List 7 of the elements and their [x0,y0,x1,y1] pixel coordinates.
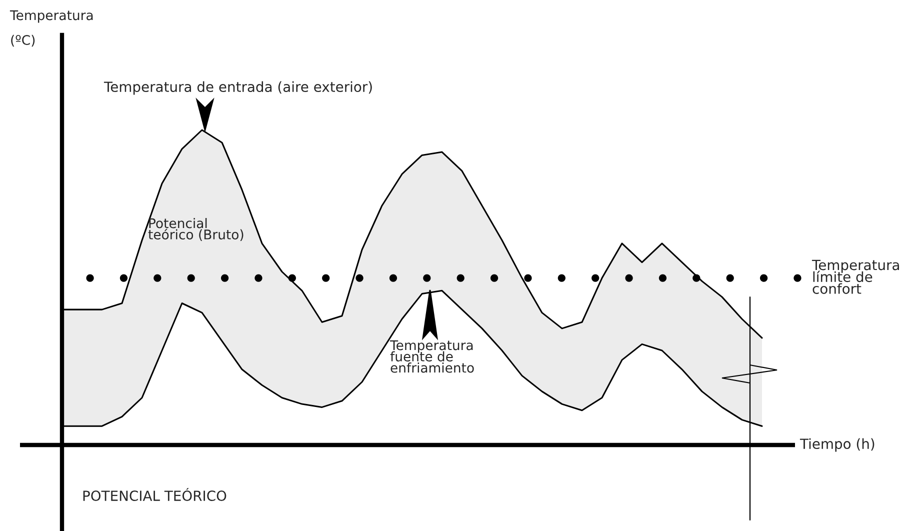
text: POTENCIAL TEÓRICO [83,488,226,502]
ref-line-label: Temperatura límite de confort [812,260,899,294]
text: Temperatura de entrada (aire exterior) [104,81,372,95]
text: Temperatura (ºC) [10,10,93,47]
x-axis-title: Tiempo (h) [800,438,874,452]
annotation: Temperatura fuente de enfriamiento [390,340,474,373]
annotation: Potencial teórico (Bruto) [148,218,244,242]
